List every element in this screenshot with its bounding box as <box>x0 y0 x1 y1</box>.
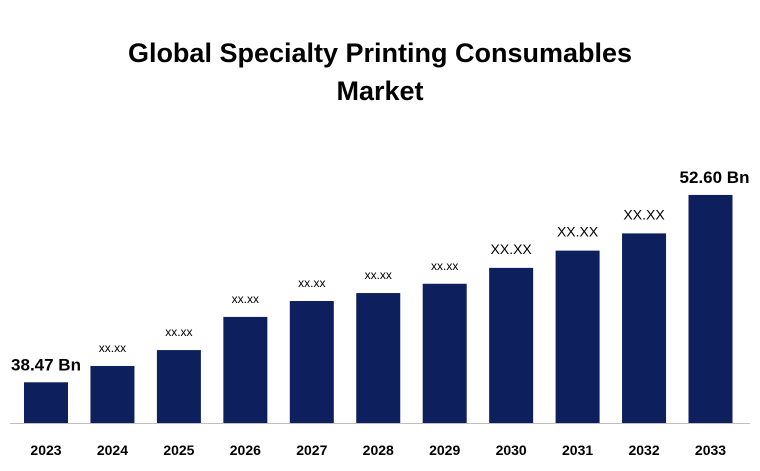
bar-2023 <box>24 382 68 423</box>
chart-title-line-2: Market <box>336 76 424 106</box>
x-tick-label-2024: 2024 <box>97 442 128 458</box>
x-tick-label-2029: 2029 <box>429 442 460 458</box>
bar-2031 <box>555 250 600 423</box>
bar-2033 <box>688 194 733 423</box>
bar-2025 <box>156 350 201 423</box>
x-tick-label-2028: 2028 <box>363 442 394 458</box>
data-label-2029: xx.xx <box>431 259 458 273</box>
data-label-2028: xx.xx <box>365 268 392 282</box>
bar-2027 <box>289 301 334 423</box>
bar-2028 <box>356 293 401 423</box>
x-tick-label-2031: 2031 <box>562 442 593 458</box>
data-label-2033: 52.60 Bn <box>680 168 750 187</box>
bar-2026 <box>223 316 268 423</box>
data-label-2031: XX.XX <box>557 224 599 240</box>
x-tick-label-2026: 2026 <box>230 442 261 458</box>
x-tick-label-2023: 2023 <box>30 442 61 458</box>
x-tick-label-2033: 2033 <box>695 442 726 458</box>
data-label-2025: xx.xx <box>165 325 192 339</box>
data-label-2024: xx.xx <box>99 341 126 355</box>
bar-2024 <box>90 365 135 423</box>
x-tick-label-2025: 2025 <box>163 442 194 458</box>
x-tick-label-2032: 2032 <box>628 442 659 458</box>
bar-2029 <box>422 283 467 423</box>
data-label-2027: xx.xx <box>298 276 325 290</box>
bar-2032 <box>622 233 667 423</box>
bar-2030 <box>489 267 534 423</box>
data-label-2032: XX.XX <box>623 206 665 222</box>
x-tick-label-2030: 2030 <box>496 442 527 458</box>
data-label-2026: xx.xx <box>232 292 259 306</box>
data-label-2023: 38.47 Bn <box>11 355 81 374</box>
chart-title-line-1: Global Specialty Printing Consumables <box>127 38 633 68</box>
data-label-2030: XX.XX <box>491 241 533 257</box>
x-tick-label-2027: 2027 <box>296 442 327 458</box>
chart-title: Global Specialty Printing Consumables Ma… <box>0 34 760 110</box>
